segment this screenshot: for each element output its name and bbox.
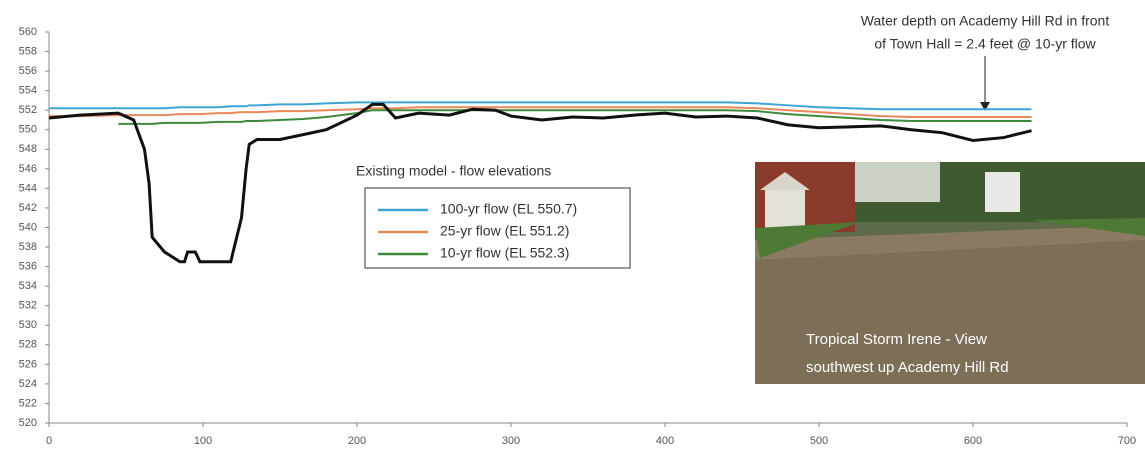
y-tick-label: 554 bbox=[19, 85, 37, 97]
y-tick-label: 550 bbox=[19, 124, 37, 136]
x-tick-label: 600 bbox=[964, 435, 982, 447]
y-tick-label: 530 bbox=[19, 319, 37, 331]
y-tick-label: 534 bbox=[19, 280, 37, 292]
y-tick-label: 558 bbox=[19, 45, 37, 57]
y-tick-label: 526 bbox=[19, 358, 37, 370]
y-tick-label: 538 bbox=[19, 241, 37, 253]
y-tick-label: 524 bbox=[19, 378, 37, 390]
x-tick-label: 200 bbox=[348, 435, 366, 447]
y-tick-label: 548 bbox=[19, 143, 37, 155]
annotation: Water depth on Academy Hill Rd in front bbox=[861, 13, 1110, 29]
y-tick-label: 532 bbox=[19, 300, 37, 312]
y-tick-label: 546 bbox=[19, 163, 37, 175]
y-tick-label: 560 bbox=[19, 26, 37, 38]
legend-label: 10-yr flow (EL 552.3) bbox=[440, 245, 569, 261]
x-tick-label: 300 bbox=[502, 435, 520, 447]
annotation: of Town Hall = 2.4 feet @ 10-yr flow bbox=[874, 36, 1096, 52]
y-tick-label: 542 bbox=[19, 202, 37, 214]
legend-label: 25-yr flow (EL 551.2) bbox=[440, 223, 569, 239]
legend-label: 100-yr flow (EL 550.7) bbox=[440, 201, 577, 217]
photo-caption: southwest up Academy Hill Rd bbox=[806, 359, 1009, 376]
x-tick-label: 500 bbox=[810, 435, 828, 447]
y-tick-label: 540 bbox=[19, 221, 37, 233]
y-tick-label: 520 bbox=[19, 417, 37, 429]
x-tick-label: 400 bbox=[656, 435, 674, 447]
y-tick-label: 536 bbox=[19, 261, 37, 273]
chart: Water depth on Academy Hill Rd in front … bbox=[0, 0, 1145, 453]
y-tick-label: 522 bbox=[19, 397, 37, 409]
x-tick-label: 700 bbox=[1118, 435, 1136, 447]
y-tick-label: 544 bbox=[19, 182, 37, 194]
x-tick-label: 100 bbox=[194, 435, 212, 447]
y-tick-label: 552 bbox=[19, 104, 37, 116]
y-tick-label: 528 bbox=[19, 339, 37, 351]
photo-caption: Tropical Storm Irene - View bbox=[806, 331, 987, 348]
photo bbox=[755, 162, 1145, 384]
legend-title: Existing model - flow elevations bbox=[356, 163, 551, 179]
x-tick-label: 0 bbox=[46, 435, 52, 447]
y-tick-label: 556 bbox=[19, 65, 37, 77]
